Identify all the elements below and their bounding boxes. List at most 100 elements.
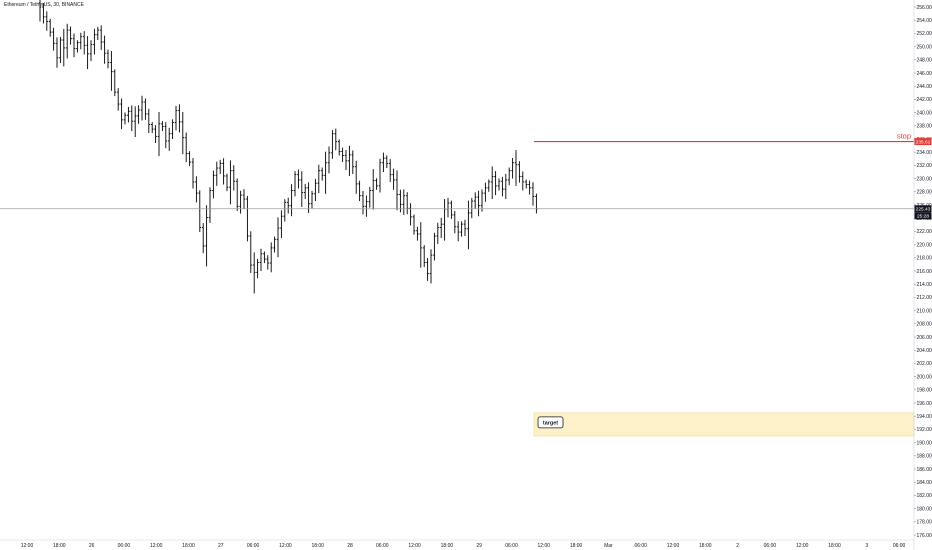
ohlc-bar: [480, 189, 484, 212]
ohlc-bar: [259, 248, 263, 271]
ohlc-bar: [535, 193, 538, 214]
ohlc-bar: [501, 176, 504, 197]
ohlc-bar: [42, 3, 45, 24]
ohlc-bar: [69, 26, 72, 45]
ohlc-bar: [59, 36, 62, 64]
ohlc-bar: [511, 158, 514, 179]
x-tick-label: 06:00: [893, 543, 906, 549]
target-zone[interactable]: [533, 412, 915, 437]
y-tick-label: 246.00: [917, 71, 932, 77]
ohlc-bar: [116, 88, 120, 111]
ohlc-bar: [133, 106, 137, 138]
x-tick-label: 18:00: [53, 543, 66, 549]
y-tick-label: 196.00: [917, 401, 932, 407]
ohlc-bar: [531, 182, 535, 206]
y-tick-label: 176.00: [917, 533, 932, 539]
ohlc-bar: [252, 252, 256, 294]
ohlc-bar: [65, 23, 69, 59]
ohlc-bar: [320, 167, 324, 181]
ohlc-bar: [154, 125, 157, 143]
bar-countdown-badge: 25:28: [914, 212, 932, 220]
ohlc-bar: [337, 139, 341, 156]
ohlc-bar: [494, 171, 497, 196]
ohlc-bar: [344, 149, 348, 171]
ohlc-bar: [487, 179, 491, 192]
ohlc-bar: [181, 111, 185, 155]
ohlc-bar: [38, 0, 42, 22]
x-tick-label: 12:00: [150, 543, 163, 549]
ohlc-bar: [198, 190, 202, 233]
ohlc-bar: [164, 122, 168, 149]
ohlc-bar: [358, 180, 361, 202]
ohlc-bar: [446, 197, 450, 218]
x-tick-label: 12:00: [538, 543, 551, 549]
y-tick-label: 180.00: [917, 506, 932, 512]
y-tick-label: 204.00: [917, 348, 932, 354]
ohlc-bar: [331, 130, 334, 159]
x-tick-label: 2: [736, 543, 739, 549]
ohlc-bar: [395, 170, 399, 211]
ohlc-bar: [348, 145, 351, 176]
ohlc-bar: [463, 219, 467, 237]
y-tick-label: 230.00: [917, 176, 932, 182]
time-axis[interactable]: 12:00 18:00 26 06:00 12:00 18:00 27 06:00 12:00 1…: [0, 539, 914, 549]
ohlc-bar: [460, 221, 463, 237]
y-tick-label: 238.00: [917, 124, 932, 130]
ohlc-bar: [195, 176, 198, 203]
ohlc-bar: [93, 28, 96, 55]
x-tick-label: 06:00: [764, 543, 777, 549]
ohlc-bar: [470, 197, 474, 219]
ohlc-bar: [184, 132, 188, 163]
ohlc-bar: [113, 69, 117, 97]
ohlc-bar: [110, 50, 113, 91]
ohlc-bar: [96, 26, 100, 40]
y-tick-label: 198.00: [917, 388, 932, 394]
ohlc-bar: [55, 37, 59, 68]
x-tick-label: Mar: [604, 543, 613, 549]
ohlc-bar: [266, 255, 270, 270]
y-tick-label: 218.00: [917, 256, 932, 262]
ohlc-bar: [422, 245, 426, 268]
y-tick-label: 210.00: [917, 308, 932, 314]
ohlc-bar: [518, 161, 521, 183]
ohlc-bar: [433, 232, 436, 261]
ohlc-bar: [375, 178, 378, 190]
ohlc-bar: [52, 27, 55, 51]
y-tick-label: 192.00: [917, 427, 932, 433]
x-tick-label: 3: [865, 543, 868, 549]
ohlc-bar: [477, 190, 480, 217]
ohlc-bar: [191, 158, 195, 189]
x-tick-label: 06:00: [118, 543, 131, 549]
ohlc-bar: [409, 203, 412, 226]
svg-text:25:28: 25:28: [917, 214, 929, 220]
ohlc-bar: [235, 178, 239, 211]
ohlc-bar: [473, 192, 477, 209]
ohlc-bar: [405, 192, 409, 215]
target-label-box: [537, 416, 564, 429]
ohlc-bar: [324, 151, 327, 194]
ohlc-bar: [412, 214, 416, 235]
price-axis[interactable]: 256.00 254.00 252.00 250.00 248.00 246.00 244.…: [913, 0, 932, 550]
ohlc-bar: [79, 32, 83, 50]
svg-text:235.61: 235.61: [916, 139, 931, 145]
ohlc-bar: [507, 167, 511, 186]
y-tick-label: 190.00: [917, 440, 932, 446]
y-tick-label: 244.00: [917, 84, 932, 90]
ohlc-bar: [528, 180, 531, 195]
y-tick-label: 232.00: [917, 163, 932, 169]
ohlc-bar: [167, 127, 171, 151]
y-tick-label: 250.00: [917, 44, 932, 50]
ohlc-bar: [351, 150, 355, 174]
y-tick-label: 216.00: [917, 269, 932, 275]
y-tick-label: 208.00: [917, 322, 932, 328]
ohlc-bar: [256, 258, 259, 279]
ohlc-bar: [439, 217, 443, 238]
ohlc-bar: [130, 105, 134, 132]
x-tick-label: 18:00: [311, 543, 324, 549]
ohlc-bar: [276, 217, 280, 258]
ohlc-bar: [293, 171, 297, 197]
ohlc-bar: [137, 105, 140, 124]
ohlc-bar: [89, 40, 93, 62]
